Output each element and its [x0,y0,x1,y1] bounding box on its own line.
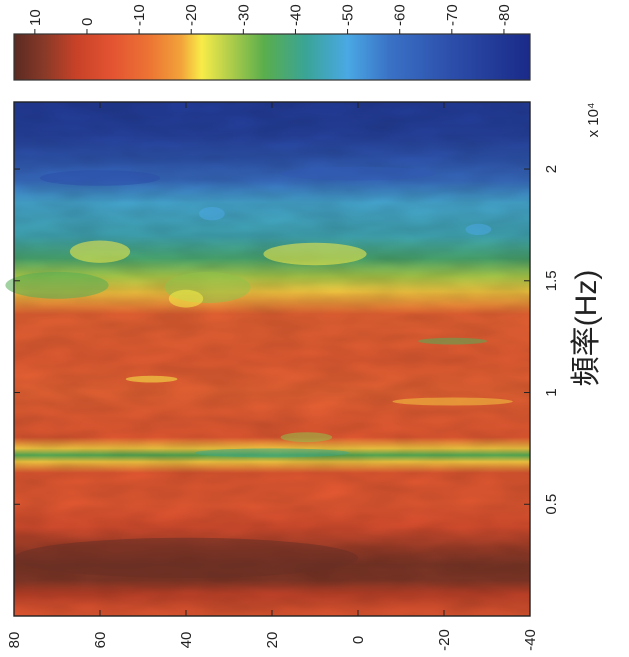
heatmap-features [5,166,513,579]
value-tick-label: 20 [264,632,281,649]
colorbar-tick-label: -10 [131,4,148,26]
value-tick-label: 40 [178,632,195,649]
heatmap-texture [14,102,530,616]
colorbar-tick-label: -50 [340,4,357,26]
heatmap-feature [5,271,109,299]
heatmap-feature [198,207,225,221]
value-tick-label: 80 [6,632,23,649]
frequency-tick-label: 1.5 [543,270,560,291]
heatmap-feature [14,537,358,579]
heatmap-feature [263,242,367,266]
value-tick-label: 0 [350,636,367,644]
colorbar-ticks: 10 0 -10 -20 -30 -40 -50 -60 -70 -80 [27,4,513,34]
frequency-axis-multiplier: x 10⁴ [585,103,602,138]
heatmap-feature [194,448,350,458]
heatmap-feature [280,166,436,181]
heatmap-feature [418,337,487,345]
colorbar-tick-label: -80 [496,4,513,26]
value-tick-label: 60 [92,632,109,649]
heatmap-feature [69,240,131,263]
frequency-tick-label: 0.5 [543,494,560,515]
heatmap-feature [39,170,161,186]
colorbar-tick-label: -60 [392,4,409,26]
frequency-axis-label: 頻率(Hz) [570,270,603,387]
heatmap-feature [465,223,492,235]
colorbar-tick-label: -30 [235,4,252,26]
frequency-tick-label: 1 [543,388,560,396]
heatmap: 0.5 1 1.5 2 80 60 40 20 0 -20 -40 [5,101,560,651]
heatmap-feature [392,397,513,406]
value-tick-label: -40 [522,629,539,651]
heatmap-feature [280,432,333,443]
colorbar-tick-label: -70 [444,4,461,26]
frequency-tick-label: 2 [543,165,560,173]
colorbar: 10 0 -10 -20 -30 -40 -50 -60 -70 -80 [13,4,531,81]
colorbar-tick-label: 10 [27,9,44,26]
colorbar-tick-label: 0 [79,18,96,26]
colorbar-tick-label: -40 [287,4,304,26]
heatmap-feature [125,375,178,383]
value-axis-ticks: 80 60 40 20 0 -20 -40 [6,102,539,651]
colorbar-fill [13,33,531,81]
heatmap-feature [168,289,204,308]
value-tick-label: -20 [436,629,453,651]
frequency-axis-ticks: 0.5 1 1.5 2 [14,165,560,515]
colorbar-tick-label: -20 [183,4,200,26]
